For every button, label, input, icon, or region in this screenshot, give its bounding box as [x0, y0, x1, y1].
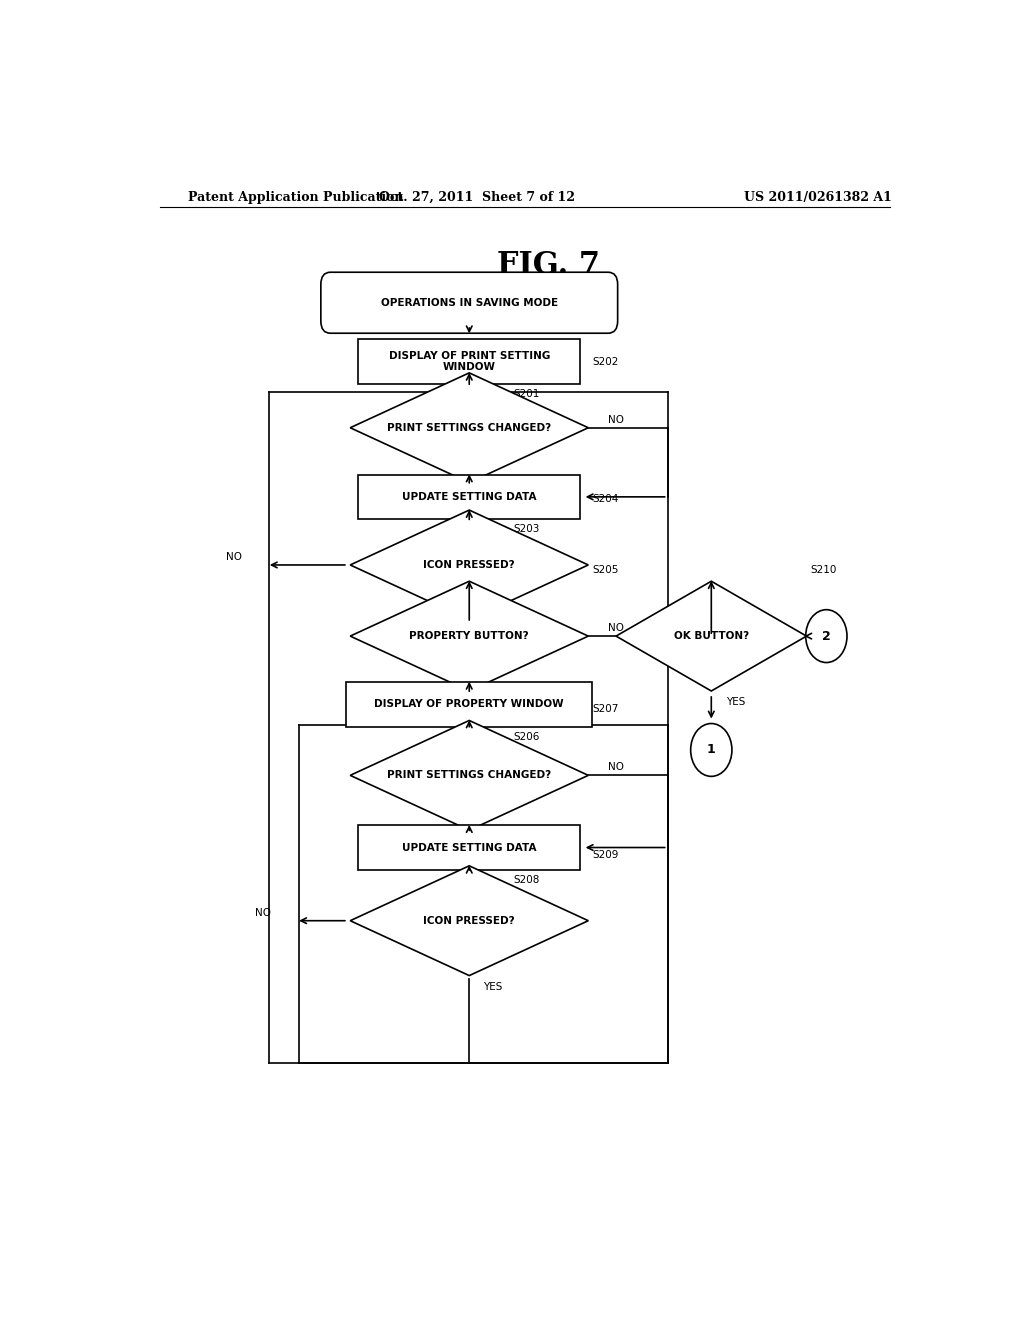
- Text: S209: S209: [592, 850, 618, 859]
- Text: NO: NO: [824, 623, 840, 634]
- Polygon shape: [616, 581, 807, 690]
- Text: S203: S203: [513, 524, 540, 535]
- Text: S206: S206: [513, 731, 540, 742]
- Text: PRINT SETTINGS CHANGED?: PRINT SETTINGS CHANGED?: [387, 422, 551, 433]
- Text: OPERATIONS IN SAVING MODE: OPERATIONS IN SAVING MODE: [381, 298, 558, 308]
- Text: NO: NO: [608, 623, 624, 634]
- Text: YES: YES: [483, 837, 503, 846]
- Text: YES: YES: [483, 982, 503, 991]
- Text: DISPLAY OF PRINT SETTING
WINDOW: DISPLAY OF PRINT SETTING WINDOW: [388, 351, 550, 372]
- Bar: [358, 825, 581, 870]
- Text: NO: NO: [608, 762, 624, 772]
- Text: S208: S208: [513, 875, 540, 884]
- Text: NO: NO: [255, 908, 271, 917]
- Text: NO: NO: [608, 414, 624, 425]
- Polygon shape: [350, 510, 588, 620]
- FancyBboxPatch shape: [321, 272, 617, 333]
- Text: Oct. 27, 2011  Sheet 7 of 12: Oct. 27, 2011 Sheet 7 of 12: [379, 190, 575, 203]
- Text: UPDATE SETTING DATA: UPDATE SETTING DATA: [402, 492, 537, 502]
- Bar: [346, 682, 592, 726]
- Polygon shape: [350, 721, 588, 830]
- Circle shape: [690, 723, 732, 776]
- Text: 1: 1: [707, 743, 716, 756]
- Text: 2: 2: [822, 630, 830, 643]
- Bar: [358, 339, 581, 384]
- Text: S204: S204: [592, 494, 618, 504]
- Text: NO: NO: [225, 552, 242, 562]
- Text: OK BUTTON?: OK BUTTON?: [674, 631, 749, 642]
- Text: YES: YES: [726, 697, 744, 708]
- Text: PRINT SETTINGS CHANGED?: PRINT SETTINGS CHANGED?: [387, 771, 551, 780]
- Text: YES: YES: [483, 626, 503, 636]
- Text: FIG. 7: FIG. 7: [497, 249, 600, 281]
- Text: US 2011/0261382 A1: US 2011/0261382 A1: [744, 190, 892, 203]
- Text: Patent Application Publication: Patent Application Publication: [187, 190, 403, 203]
- Polygon shape: [350, 866, 588, 975]
- Text: YES: YES: [483, 488, 503, 499]
- Text: DISPLAY OF PROPERTY WINDOW: DISPLAY OF PROPERTY WINDOW: [375, 700, 564, 709]
- Text: YES: YES: [483, 697, 503, 708]
- Text: S205: S205: [592, 565, 618, 576]
- Text: S202: S202: [592, 356, 618, 367]
- Text: PROPERTY BUTTON?: PROPERTY BUTTON?: [410, 631, 529, 642]
- Text: S210: S210: [811, 565, 837, 576]
- Text: UPDATE SETTING DATA: UPDATE SETTING DATA: [402, 842, 537, 853]
- Bar: [358, 474, 581, 519]
- Text: ICON PRESSED?: ICON PRESSED?: [424, 916, 515, 925]
- Text: S207: S207: [592, 705, 618, 714]
- Polygon shape: [350, 581, 588, 690]
- Polygon shape: [350, 372, 588, 483]
- Text: S201: S201: [513, 389, 540, 399]
- Text: ICON PRESSED?: ICON PRESSED?: [424, 560, 515, 570]
- Circle shape: [806, 610, 847, 663]
